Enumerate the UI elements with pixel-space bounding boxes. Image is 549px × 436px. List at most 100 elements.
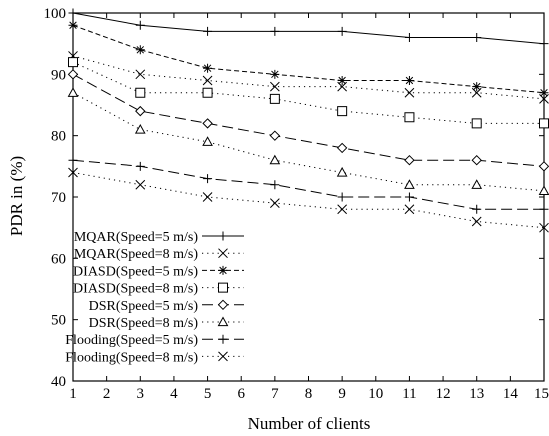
- y-tick-label: 60: [51, 251, 66, 267]
- x-tick-label: 12: [436, 386, 451, 402]
- legend-entry-label: MQAR(Speed=8 m/s): [74, 247, 199, 262]
- legend-entry-label: DIASD(Speed=8 m/s): [73, 282, 198, 297]
- data-point: [68, 155, 78, 165]
- legend-marker: [217, 316, 229, 327]
- data-point: [270, 69, 280, 79]
- data-point: [68, 167, 78, 178]
- series-line-2: [72, 55, 545, 100]
- series-line-8: [72, 172, 545, 229]
- x-tick-label: 11: [402, 386, 416, 402]
- legend-entry-label: Flooding(Speed=8 m/s): [65, 350, 198, 365]
- data-point: [203, 174, 213, 184]
- y-tick-label: 50: [51, 313, 66, 329]
- data-point: [404, 87, 415, 98]
- data-point: [269, 154, 281, 165]
- x-tick-label: 5: [204, 386, 212, 402]
- data-point: [404, 192, 414, 202]
- series-line-7: [72, 159, 544, 210]
- data-point: [404, 179, 415, 189]
- y-tick-label: 40: [51, 374, 66, 390]
- x-axis-label: Number of clients: [248, 414, 371, 433]
- data-point: [202, 136, 213, 146]
- x-tick-label: 4: [170, 386, 178, 402]
- x-tick-label: 1: [69, 386, 77, 402]
- x-tick-label: 6: [237, 386, 245, 402]
- x-tick-label: 9: [338, 386, 346, 402]
- x-tick-label: 8: [305, 386, 313, 402]
- data-point: [270, 198, 280, 208]
- data-point: [202, 118, 213, 129]
- x-tick-label: 15: [534, 386, 549, 402]
- data-point: [203, 63, 213, 73]
- data-point: [471, 216, 482, 227]
- data-point: [67, 69, 79, 80]
- data-point: [472, 82, 482, 92]
- legend-entry-label: DSR(Speed=8 m/s): [89, 316, 199, 331]
- data-point: [135, 179, 146, 190]
- x-tick-label: 14: [503, 386, 519, 402]
- data-point: [336, 166, 348, 177]
- data-point: [270, 26, 280, 36]
- data-point: [337, 26, 347, 36]
- data-point: [539, 39, 549, 49]
- data-point: [135, 161, 145, 171]
- data-point: [539, 204, 549, 214]
- data-point: [68, 57, 78, 68]
- legend-entry-label: DSR(Speed=5 m/s): [89, 299, 199, 314]
- data-point: [404, 154, 415, 166]
- data-point: [404, 33, 414, 43]
- legend-entry-label: MQAR(Speed=5 m/s): [74, 230, 199, 245]
- data-point: [134, 124, 146, 134]
- data-point: [337, 192, 347, 202]
- data-point: [269, 130, 281, 141]
- legend-marker: [218, 334, 228, 344]
- series-line-5: [72, 73, 545, 167]
- data-point: [67, 87, 79, 97]
- data-point: [135, 105, 146, 117]
- plot-area: 1 2 3 4 5 6 7 8 9 10 11 12 13 14 15405060708090100MQAR…: [44, 6, 549, 402]
- x-tick-label: 3: [137, 386, 145, 402]
- data-point: [270, 180, 280, 190]
- legend-marker: [218, 351, 228, 362]
- data-point: [270, 81, 280, 92]
- data-point: [269, 93, 280, 104]
- legend-entry-label: DIASD(Speed=5 m/s): [73, 264, 198, 279]
- legend-marker: [218, 282, 228, 293]
- data-point: [202, 192, 213, 202]
- data-point: [404, 75, 414, 85]
- data-point: [472, 204, 482, 214]
- legend-marker: [218, 248, 228, 259]
- data-point: [135, 45, 145, 55]
- data-point: [203, 26, 213, 36]
- y-tick-label: 80: [51, 129, 66, 145]
- data-point: [538, 185, 549, 195]
- data-point: [337, 106, 348, 117]
- data-point: [404, 112, 415, 123]
- x-tick-label: 13: [469, 386, 484, 402]
- data-point: [202, 87, 213, 98]
- data-point: [539, 118, 549, 129]
- data-point: [202, 75, 213, 86]
- data-point: [472, 33, 482, 43]
- series-line-4: [72, 61, 544, 124]
- data-point: [337, 204, 347, 215]
- data-point: [471, 154, 482, 166]
- data-point: [68, 20, 78, 30]
- legend-marker: [218, 231, 228, 241]
- series-line-3: [72, 24, 545, 94]
- data-point: [337, 75, 347, 85]
- data-point: [539, 222, 549, 233]
- series-line-1: [72, 12, 545, 45]
- y-tick-label: 70: [51, 190, 66, 206]
- data-point: [471, 118, 482, 129]
- legend-marker: [218, 265, 228, 275]
- x-tick-label: 2: [103, 386, 111, 402]
- data-point: [68, 8, 78, 18]
- data-point: [135, 87, 146, 98]
- data-point: [135, 69, 146, 80]
- data-point: [404, 204, 415, 215]
- x-tick-label: 10: [368, 386, 383, 402]
- data-point: [135, 20, 145, 30]
- legend-entry-label: Flooding(Speed=5 m/s): [65, 333, 198, 348]
